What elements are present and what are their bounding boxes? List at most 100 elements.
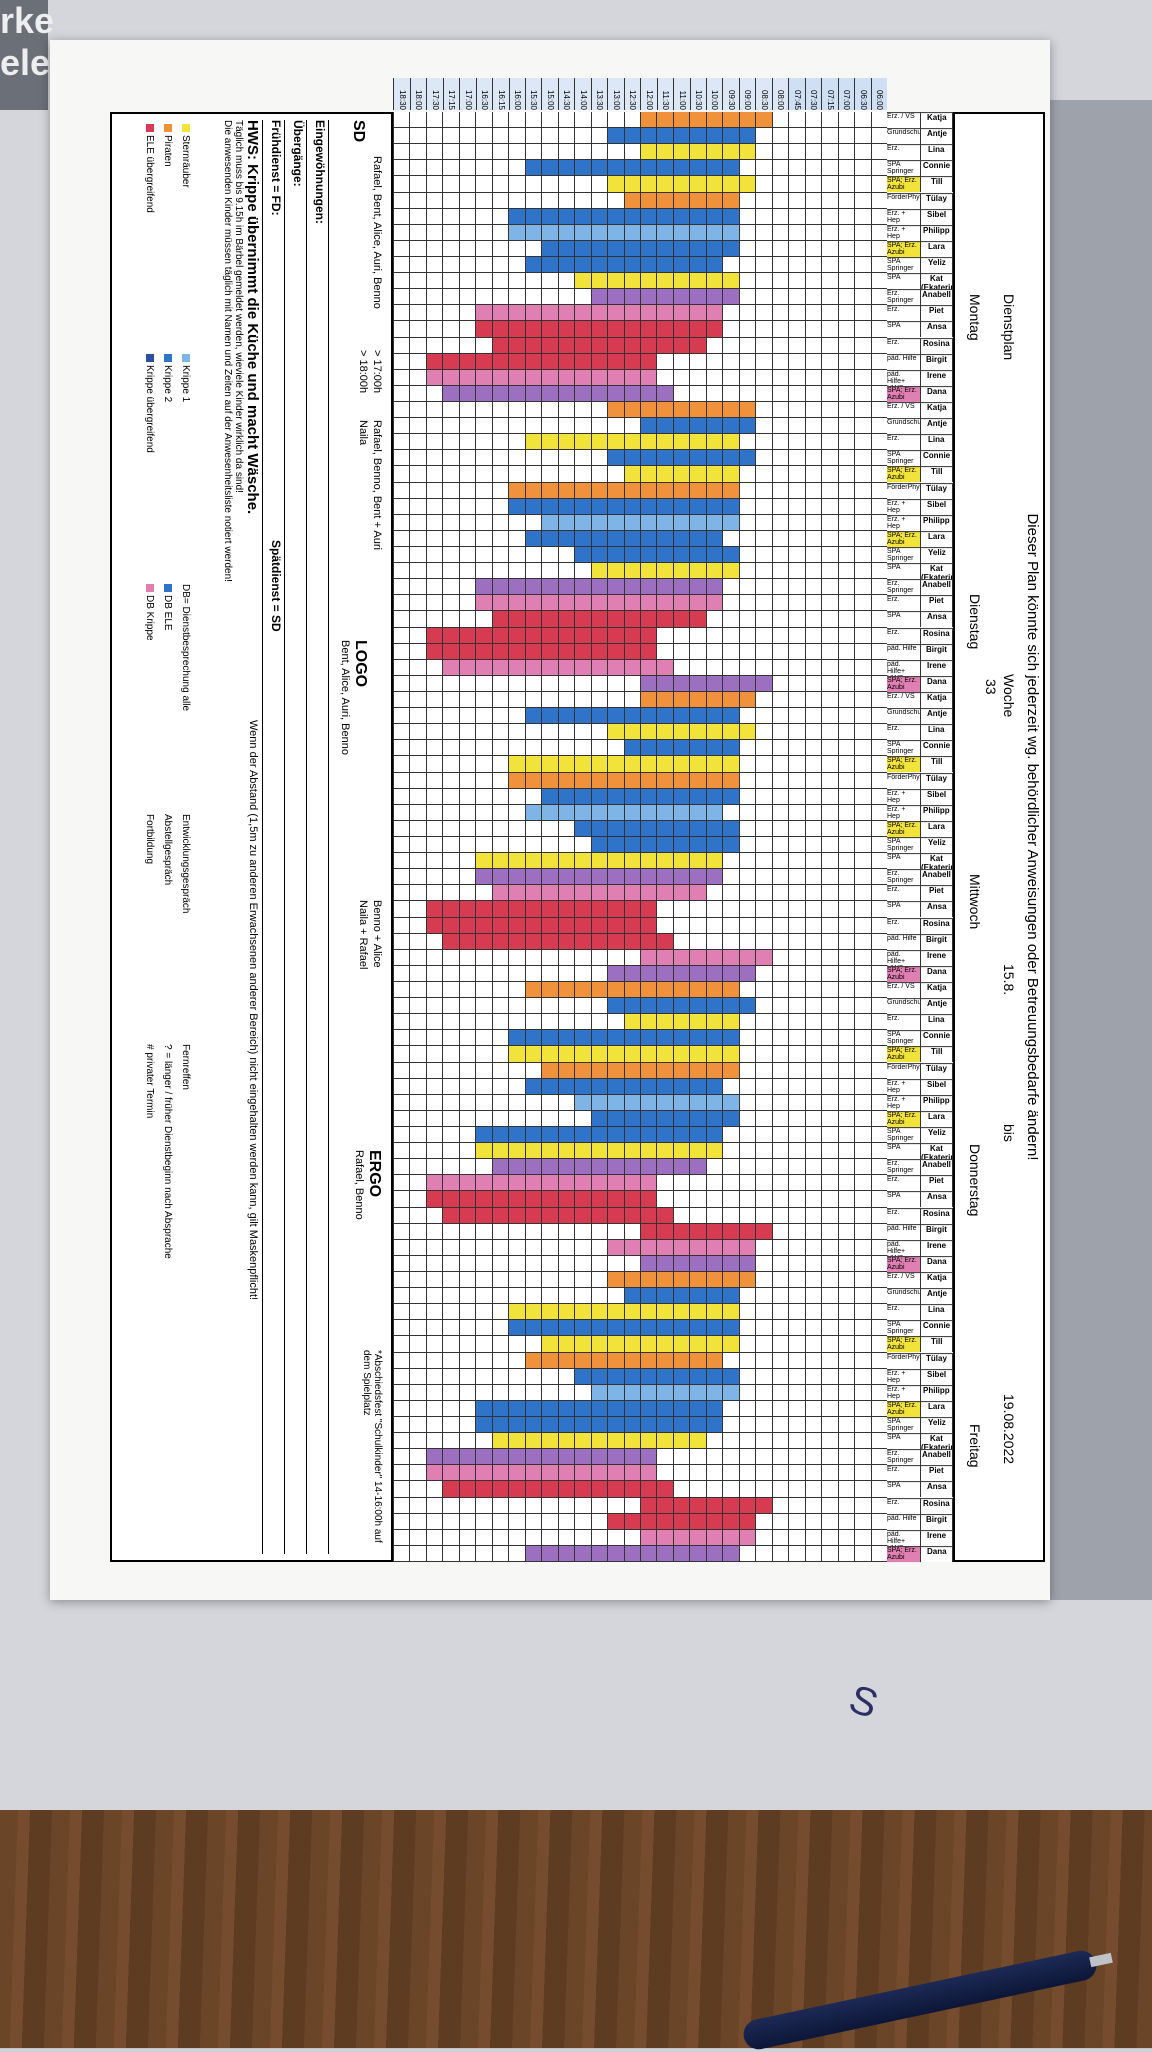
- shift-cell: [491, 1094, 509, 1111]
- shift-cell: [442, 869, 459, 886]
- shift-cell: [804, 917, 822, 934]
- shift-cell: [640, 1368, 657, 1385]
- shift-cell: [722, 160, 739, 177]
- shift-cell: [524, 434, 542, 451]
- shift-cell: [640, 659, 657, 676]
- shift-cell: [837, 450, 855, 467]
- shift-cell: [524, 337, 542, 354]
- shift-cell: [672, 257, 690, 274]
- shift-cell: [574, 692, 591, 709]
- shift-cell: [870, 337, 887, 354]
- shift-cell: [854, 885, 871, 902]
- shift-cell: [771, 949, 789, 966]
- shift-cell: [491, 820, 509, 837]
- shift-cell: [508, 482, 525, 499]
- side-text: rke ele: [0, 0, 54, 110]
- shift-cell: [557, 1433, 575, 1450]
- shift-cell: [656, 563, 673, 580]
- shift-cell: [574, 1223, 591, 1240]
- shift-cell: [574, 192, 591, 209]
- shift-cell: [771, 1030, 789, 1047]
- shift-cell: [623, 933, 640, 950]
- shift-cell: [524, 176, 542, 193]
- shift-cell: [409, 1078, 426, 1095]
- staff-name: Irene: [921, 949, 953, 966]
- shift-cell: [755, 224, 772, 241]
- shift-cell: [837, 1465, 855, 1482]
- staff-role: SPA; Erz. Azubi: [887, 1046, 921, 1063]
- shift-cell: [705, 708, 723, 725]
- staff-name: Piet: [921, 595, 953, 612]
- shift-cell: [705, 579, 723, 596]
- shift-cell: [475, 466, 492, 483]
- shift-cell: [590, 1078, 608, 1095]
- shift-cell: [491, 1449, 509, 1466]
- shift-cell: [640, 982, 657, 999]
- shift-cell: [475, 563, 492, 580]
- shift-cell: [656, 1272, 673, 1289]
- shift-cell: [804, 547, 822, 564]
- shift-cell: [870, 643, 887, 660]
- staff-role: SPA: [887, 321, 921, 338]
- staff-name: Lara: [921, 820, 953, 837]
- shift-cell: [837, 1110, 855, 1127]
- shift-cell: [870, 1400, 887, 1417]
- staff-name: Lara: [921, 240, 953, 257]
- legend-swatch: [145, 354, 154, 362]
- shift-cell: [590, 1110, 608, 1127]
- shift-cell: [458, 820, 476, 837]
- staff-name: Tülay: [921, 192, 953, 209]
- shift-cell: [393, 482, 410, 499]
- shift-cell: [590, 853, 608, 870]
- staff-role: SPA: [887, 611, 921, 628]
- shift-cell: [788, 724, 805, 741]
- shift-cell: [722, 756, 739, 773]
- shift-cell: [590, 788, 608, 805]
- staff-role: SPA Springer: [887, 257, 921, 274]
- shift-cell: [442, 965, 459, 982]
- shift-cell: [821, 257, 838, 274]
- shift-cell: [607, 1223, 624, 1240]
- shift-cell: [656, 1159, 673, 1176]
- shift-cell: [442, 128, 459, 145]
- shift-cell: [804, 337, 822, 354]
- shift-cell: [425, 1352, 443, 1369]
- shift-cell: [640, 579, 657, 596]
- shift-cell: [804, 1110, 822, 1127]
- shift-cell: [508, 982, 525, 999]
- shift-cell: [771, 853, 789, 870]
- shift-cell: [821, 627, 838, 644]
- shift-cell: [870, 708, 887, 725]
- shift-cell: [755, 853, 772, 870]
- shift-cell: [607, 1368, 624, 1385]
- shift-cell: [640, 1433, 657, 1450]
- shift-cell: [574, 756, 591, 773]
- shift-cell: [870, 112, 887, 129]
- shift-cell: [393, 289, 410, 306]
- shift-cell: [508, 692, 525, 709]
- shift-cell: [640, 257, 657, 274]
- shift-cell: [607, 1288, 624, 1305]
- shift-cell: [607, 305, 624, 322]
- shift-cell: [574, 128, 591, 145]
- shift-cell: [722, 643, 739, 660]
- shift-cell: [722, 917, 739, 934]
- shift-cell: [623, 1336, 640, 1353]
- shift-cell: [837, 1320, 855, 1337]
- shift-cell: [705, 869, 723, 886]
- shift-cell: [607, 820, 624, 837]
- shift-cell: [574, 1272, 591, 1289]
- shift-cell: [524, 1529, 542, 1546]
- shift-cell: [623, 1078, 640, 1095]
- shift-cell: [607, 385, 624, 402]
- shift-cell: [672, 224, 690, 241]
- shift-cell: [837, 885, 855, 902]
- legend-swatch: [181, 124, 190, 132]
- shift-cell: [656, 740, 673, 757]
- shift-cell: [475, 530, 492, 547]
- staff-name: Philipp: [921, 224, 953, 241]
- shift-cell: [821, 853, 838, 870]
- shift-cell: [837, 1255, 855, 1272]
- shift-cell: [821, 1127, 838, 1144]
- shift-cell: [393, 837, 410, 854]
